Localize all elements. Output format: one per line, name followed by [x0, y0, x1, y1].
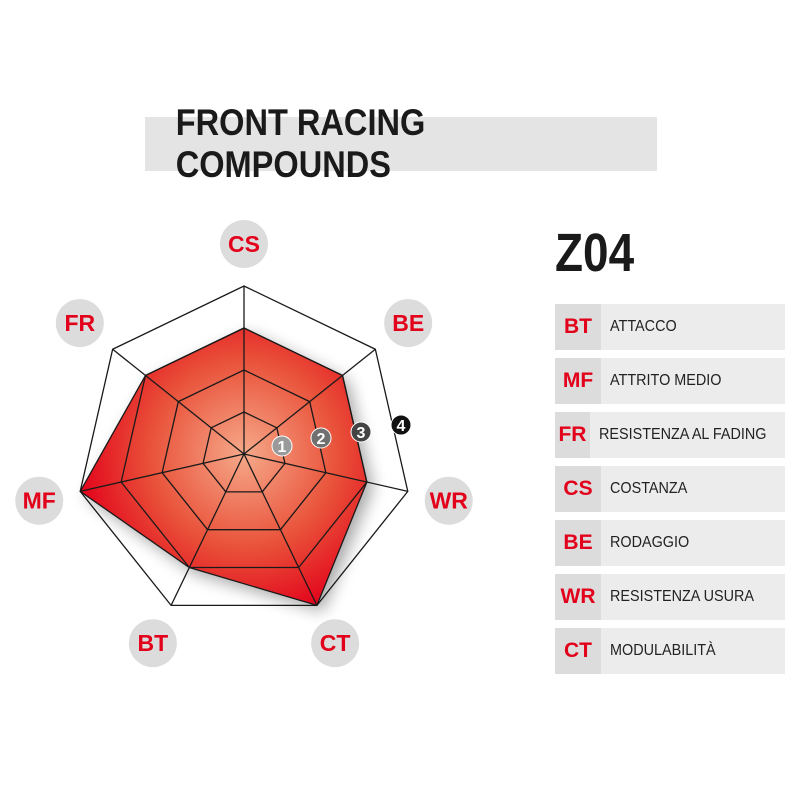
- legend-label: RODAGGIO: [610, 534, 690, 551]
- scale-label-4: 4: [397, 418, 406, 435]
- legend-row: BT ATTACCO: [555, 304, 785, 350]
- scale-marker: [271, 435, 293, 457]
- legend-row: CS COSTANZA: [555, 466, 785, 512]
- axis-spoke-BE: [243, 348, 376, 455]
- scale-marker: [310, 427, 332, 449]
- axis-label-WR: WR: [430, 488, 469, 514]
- axis-label-bg: [311, 619, 360, 668]
- scale-marker: [390, 414, 412, 436]
- grid-ring-3: [120, 327, 368, 569]
- compound-name: Z04: [555, 223, 635, 283]
- axis-label-CS: CS: [228, 231, 260, 257]
- legend-label: RESISTENZA AL FADING: [598, 426, 767, 443]
- axis-spoke-BT: [170, 453, 245, 606]
- axis-label-bg: [384, 299, 433, 348]
- legend-label: RESISTENZA USURA: [610, 588, 755, 605]
- grid-ring-1: [202, 411, 286, 493]
- legend-label: ATTACCO: [610, 318, 677, 335]
- axis-label-bg: [55, 299, 104, 348]
- legend-label: ATTRITO MEDIO: [610, 372, 722, 389]
- legend-code: MF: [555, 358, 601, 404]
- scale-label-2: 2: [317, 431, 326, 448]
- axis-label-bg: [15, 476, 64, 525]
- legend-code: CT: [555, 628, 601, 674]
- axis-label-BE: BE: [392, 310, 424, 336]
- axis-spoke-FR: [112, 348, 245, 455]
- axis-label-CT: CT: [320, 630, 351, 656]
- axis-label-bg: [424, 476, 473, 525]
- grid-ring-2: [161, 369, 327, 531]
- legend-row: WR RESISTENZA USURA: [555, 574, 785, 620]
- legend-code: WR: [555, 574, 601, 620]
- axis-spoke-WR: [243, 453, 408, 493]
- legend-code: BT: [555, 304, 601, 350]
- axis-label-FR: FR: [64, 310, 95, 336]
- axis-label-BT: BT: [138, 630, 169, 656]
- axis-label-bg: [128, 619, 177, 668]
- scale-label-3: 3: [357, 425, 366, 442]
- legend: BT ATTACCO MF ATTRITO MEDIO FR RESISTENZA A…: [555, 304, 785, 682]
- legend-row: MF ATTRITO MEDIO: [555, 358, 785, 404]
- axis-spoke-CT: [243, 453, 318, 606]
- legend-label: COSTANZA: [610, 480, 688, 497]
- axis-spoke-MF: [80, 453, 245, 493]
- legend-code: FR: [555, 412, 590, 458]
- legend-code: BE: [555, 520, 601, 566]
- axis-label-MF: MF: [23, 488, 56, 514]
- chart-title: FRONT RACING COMPOUNDS: [145, 102, 657, 185]
- legend-label: MODULABILITÀ: [610, 642, 716, 659]
- legend-row: FR RESISTENZA AL FADING: [555, 412, 785, 458]
- scale-label-1: 1: [278, 439, 287, 456]
- legend-row: CT MODULABILITÀ: [555, 628, 785, 674]
- legend-code: CS: [555, 466, 601, 512]
- legend-row: BE RODAGGIO: [555, 520, 785, 566]
- scale-marker: [350, 421, 372, 443]
- axis-label-bg: [220, 220, 268, 268]
